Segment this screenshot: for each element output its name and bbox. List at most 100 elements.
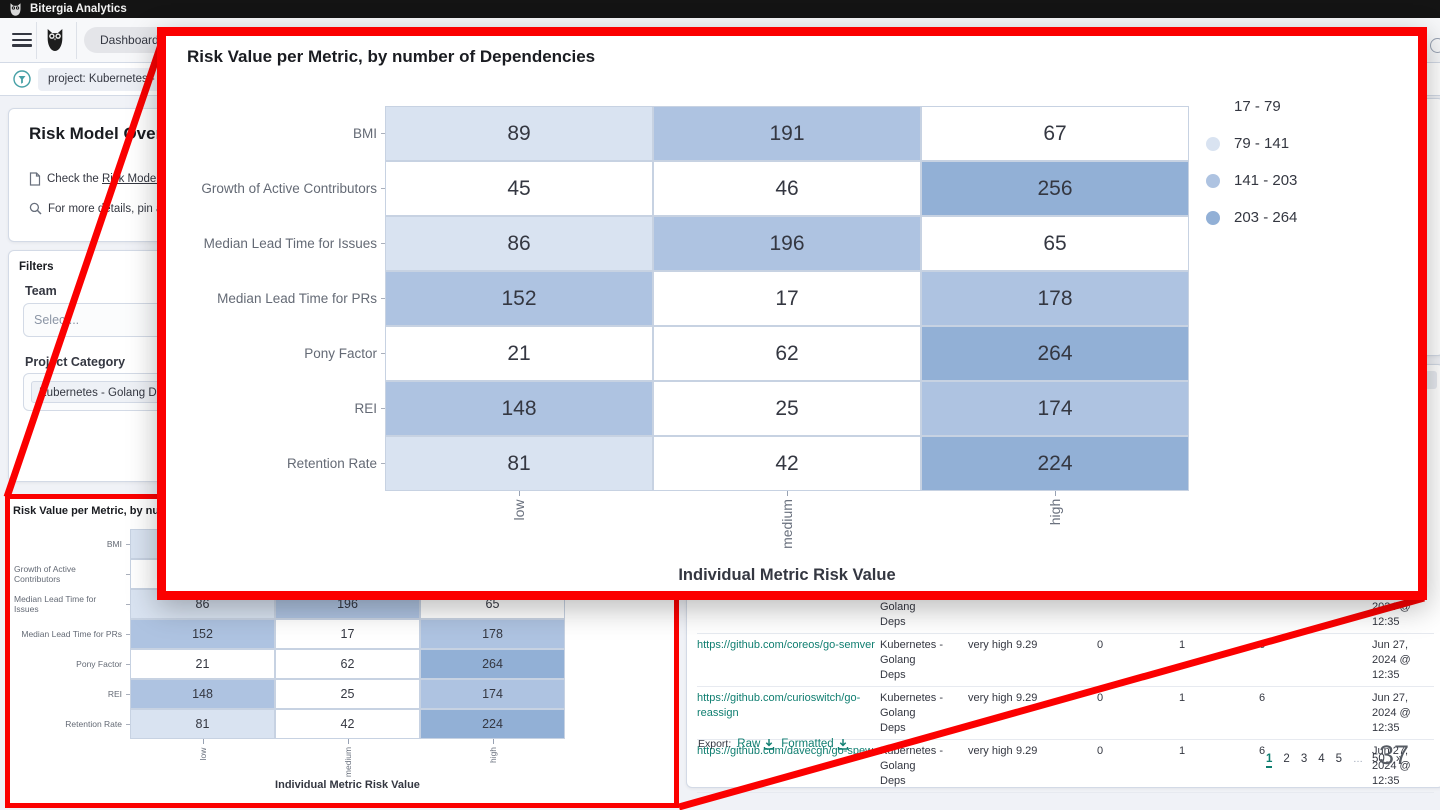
heatmap-row-label: BMI xyxy=(166,106,385,161)
heatmap-cell[interactable]: 81 xyxy=(385,436,653,491)
filter-icon[interactable] xyxy=(13,70,31,88)
heatmap-cell[interactable]: 21 xyxy=(130,649,275,679)
menu-icon[interactable] xyxy=(12,33,32,47)
x-axis-title: Individual Metric Risk Value xyxy=(275,779,420,791)
toolbar-separator xyxy=(76,22,77,59)
heatmap-cell[interactable]: 148 xyxy=(130,679,275,709)
legend-swatch-icon xyxy=(1206,173,1220,188)
heatmap-row-label: REI xyxy=(166,381,385,436)
legend-item[interactable]: 17 - 79 xyxy=(1206,98,1297,115)
heatmap-cell[interactable]: 224 xyxy=(420,709,565,739)
heatmap-cell[interactable]: 264 xyxy=(420,649,565,679)
x-axis-tick: high xyxy=(420,739,565,779)
heatmap-cell[interactable]: 174 xyxy=(420,679,565,709)
pagination-ellipsis: … xyxy=(1353,754,1364,765)
heatmap-cell[interactable]: 152 xyxy=(130,619,275,649)
legend-item[interactable]: 203 - 264 xyxy=(1206,209,1297,226)
count-cell: 1 xyxy=(1178,745,1186,757)
heatmap-panel-magnified: Risk Value per Metric, by number of Depe… xyxy=(157,27,1427,600)
heatmap-cell[interactable]: 174 xyxy=(921,381,1189,436)
count-cell: 1 xyxy=(1178,639,1186,651)
heatmap-cell[interactable]: 42 xyxy=(275,709,420,739)
legend-swatch-icon xyxy=(1206,210,1220,225)
heatmap-cell[interactable]: 152 xyxy=(385,271,653,326)
heatmap-row-label: Growth of Active Contributors xyxy=(166,161,385,216)
magnifier-icon xyxy=(29,202,42,215)
date-cell: Jun 27, 2024 @12:35 xyxy=(1372,639,1411,681)
project-category-label: Project Category xyxy=(25,355,126,369)
panel-menu-button[interactable] xyxy=(1425,371,1437,389)
legend-label: 79 - 141 xyxy=(1234,135,1290,152)
heatmap-cell[interactable]: 178 xyxy=(420,619,565,649)
heatmap-cell[interactable]: 81 xyxy=(130,709,275,739)
x-axis-tick: medium xyxy=(653,491,921,563)
x-axis-tick: high xyxy=(921,491,1189,563)
pagination-page[interactable]: 4 xyxy=(1318,753,1325,765)
x-axis-label: medium xyxy=(342,746,353,778)
heatmap-cell[interactable]: 17 xyxy=(653,271,921,326)
count-cell: 6 xyxy=(1258,692,1266,704)
pagination-page[interactable]: 3 xyxy=(1300,753,1308,765)
legend-swatch-icon xyxy=(1206,136,1220,151)
filters-heading: Filters xyxy=(19,261,54,273)
heatmap-cell[interactable]: 256 xyxy=(921,161,1189,216)
pagination-page[interactable]: 5 xyxy=(1335,753,1343,765)
help-icon[interactable] xyxy=(1430,38,1440,53)
risk-score-cell: 9.29 xyxy=(1016,639,1038,651)
legend-item[interactable]: 79 - 141 xyxy=(1206,135,1297,152)
export-raw-link[interactable]: Raw xyxy=(737,738,775,750)
heatmap-cell[interactable]: 264 xyxy=(921,326,1189,381)
heatmap-cell[interactable]: 25 xyxy=(653,381,921,436)
x-axis-tick: low xyxy=(385,491,653,563)
pagination-page[interactable]: 1 xyxy=(1266,753,1273,768)
heatmap-cell[interactable]: 67 xyxy=(921,106,1189,161)
heatmap-cell[interactable]: 25 xyxy=(275,679,420,709)
x-axis-label: high xyxy=(487,746,498,764)
heatmap-cell[interactable]: 191 xyxy=(653,106,921,161)
heatmap-cell[interactable]: 62 xyxy=(653,326,921,381)
heatmap-cell[interactable]: 21 xyxy=(385,326,653,381)
export-formatted-link[interactable]: Formatted xyxy=(781,738,848,750)
heatmap-cell[interactable]: 196 xyxy=(653,216,921,271)
pagination-page[interactable]: 2 xyxy=(1283,753,1290,765)
x-axis-label: low xyxy=(197,747,208,760)
risk-level-cell: very high xyxy=(968,639,1013,651)
risk-level-cell: very high xyxy=(968,745,1013,757)
heatmap-cell[interactable]: 42 xyxy=(653,436,921,491)
heatmap-cell[interactable]: 45 xyxy=(385,161,653,216)
heatmap-cell[interactable]: 17 xyxy=(275,619,420,649)
legend-item[interactable]: 141 - 203 xyxy=(1206,172,1297,189)
download-icon xyxy=(764,739,775,750)
heatmap-cell[interactable]: 46 xyxy=(653,161,921,216)
heatmap-cell[interactable]: 86 xyxy=(385,216,653,271)
heatmap-row-label: Retention Rate xyxy=(14,709,130,739)
heatmap-cell[interactable]: 224 xyxy=(921,436,1189,491)
panel-title: Risk Value per Metric, by number of Depe… xyxy=(187,47,596,66)
risk-score-cell: 9.29 xyxy=(1016,745,1038,757)
heatmap-row-label: Median Lead Time for PRs xyxy=(166,271,385,326)
heatmap-cell[interactable]: 148 xyxy=(385,381,653,436)
count-cell: 6 xyxy=(1258,639,1266,651)
download-icon xyxy=(837,739,848,750)
heatmap-row-label: Median Lead Time for Issues xyxy=(166,216,385,271)
x-axis-label: medium xyxy=(779,499,795,549)
x-axis-label: low xyxy=(511,498,527,521)
repo-url-link[interactable]: https://github.com/curioswitch/go-reassi… xyxy=(697,692,861,719)
heatmap-cell[interactable]: 178 xyxy=(921,271,1189,326)
heatmap-cell[interactable]: 89 xyxy=(385,106,653,161)
heatmap-cell[interactable]: 62 xyxy=(275,649,420,679)
repo-url-link[interactable]: https://github.com/coreos/go-semver xyxy=(697,639,875,651)
heatmap-row-label: BMI xyxy=(14,529,130,559)
document-icon xyxy=(29,172,41,186)
heatmap-cell[interactable]: 65 xyxy=(921,216,1189,271)
heatmap-legend: 17 - 79 79 - 141 141 - 203 203 - 264 xyxy=(1206,98,1297,246)
heatmap-large: BMI 89 191 67 Growth of Active Contributors 4… xyxy=(166,106,1189,585)
bitergia-owl-icon xyxy=(10,2,21,16)
table-row: https://github.com/coreos/go-semver Kuber… xyxy=(697,634,1434,687)
bitergia-owl-logo[interactable] xyxy=(44,26,66,54)
count-cell: 0 xyxy=(1096,639,1104,651)
count-cell: 1 xyxy=(1178,692,1186,704)
